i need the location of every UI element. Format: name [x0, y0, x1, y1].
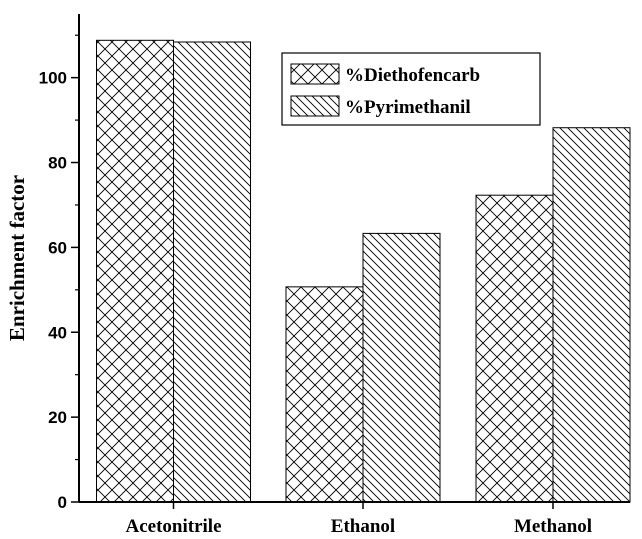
- bar-acetonitrile-diethofencarb: [96, 39, 174, 503]
- bar-ethanol-diethofencarb: [285, 286, 364, 503]
- y-axis-title: Enrichment factor: [5, 175, 29, 341]
- legend-swatch-pyrimethanil: [290, 95, 340, 117]
- bar-ethanol-pyrimethanil: [362, 232, 441, 503]
- legend: %Diethofencarb %Pyrimethanil: [281, 52, 541, 126]
- bar-acetonitrile-pyrimethanil: [173, 41, 251, 503]
- bar-methanol-pyrimethanil: [552, 127, 631, 503]
- y-tick-label: 100: [39, 69, 67, 88]
- y-tick-label: 80: [48, 154, 67, 173]
- legend-label-pyrimethanil: %Pyrimethanil: [345, 97, 471, 118]
- x-ticks: Acetonitrile Ethanol Methanol: [125, 502, 592, 537]
- bar-methanol-diethofencarb: [475, 194, 554, 503]
- legend-swatch-diethofencarb: [290, 63, 340, 85]
- bars-group: [96, 39, 631, 503]
- y-tick-label: 20: [48, 408, 67, 427]
- y-tick-label: 60: [48, 238, 67, 257]
- y-tick-label: 0: [58, 493, 67, 512]
- legend-label-diethofencarb: %Diethofencarb: [345, 65, 480, 86]
- y-ticks: 0 20 40 60 80 100: [39, 34, 79, 512]
- x-category-label-acetonitrile: Acetonitrile: [125, 516, 221, 537]
- y-tick-label: 40: [48, 323, 67, 342]
- plot-area: 0 20 40 60 80 100 Acetonitrile Ethanol Methanol: [39, 14, 631, 537]
- x-category-label-methanol: Methanol: [514, 516, 592, 537]
- x-category-label-ethanol: Ethanol: [331, 516, 395, 537]
